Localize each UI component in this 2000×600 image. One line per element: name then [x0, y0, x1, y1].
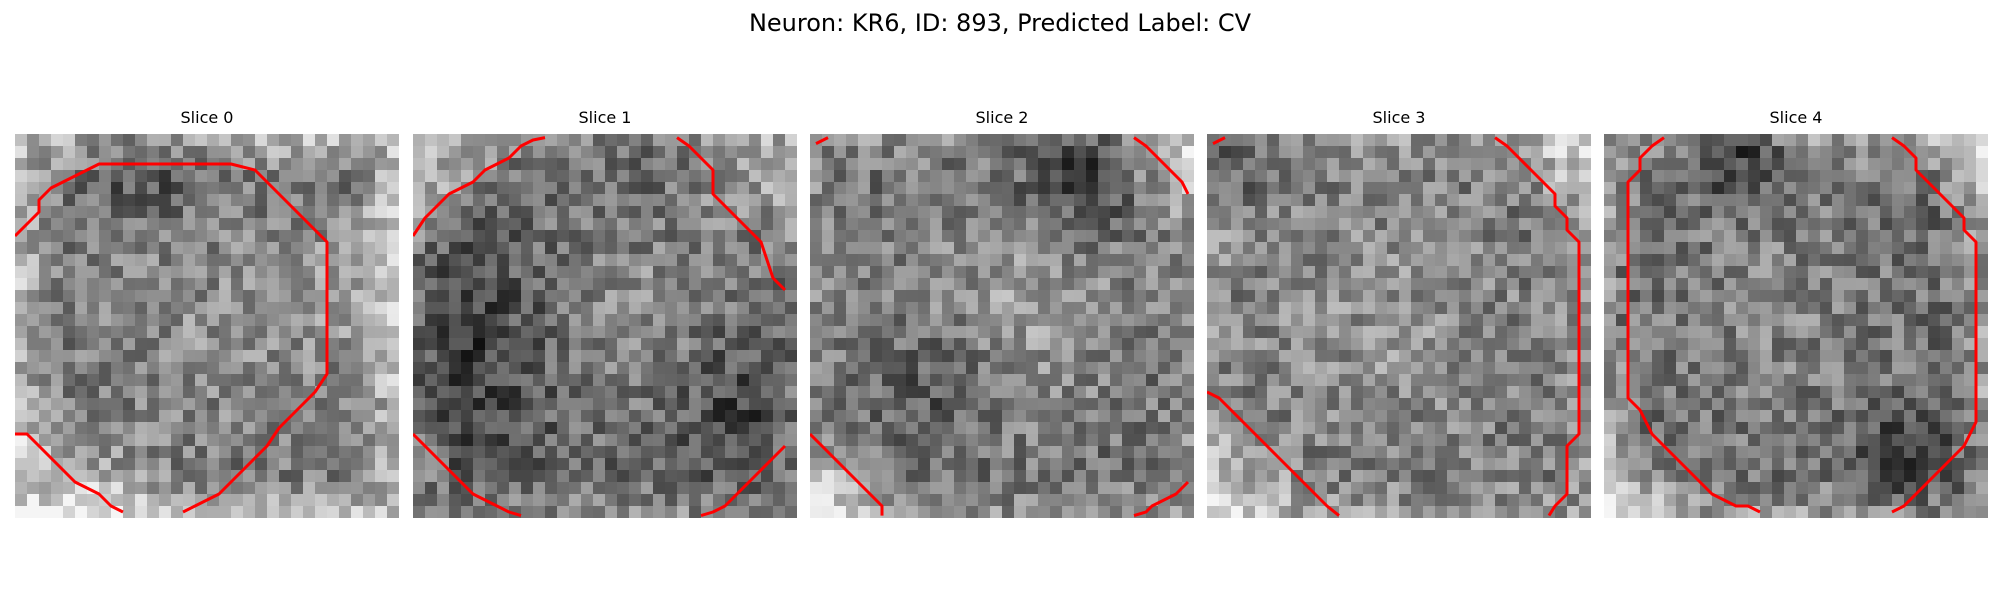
slice-title: Slice 4 — [1769, 108, 1823, 127]
pixel-grid — [413, 134, 797, 518]
slice-title: Slice 1 — [578, 108, 632, 127]
pixel-grid — [1207, 134, 1591, 518]
slice-image-4 — [1604, 134, 1988, 518]
slice-title: Slice 3 — [1372, 108, 1426, 127]
segmentation-contour — [15, 162, 329, 514]
segmentation-contour — [1891, 136, 1978, 514]
segmentation-contour — [1212, 136, 1226, 145]
slice-image-2 — [810, 134, 1194, 518]
segmentation-contour — [1133, 480, 1190, 518]
segmentation-contour — [1207, 390, 1340, 517]
segmentation-contour — [1626, 136, 1761, 514]
slice-title: Slice 2 — [975, 108, 1029, 127]
segmentation-contour — [1494, 136, 1581, 517]
slice-title: Slice 0 — [180, 108, 234, 127]
pixel-grid — [810, 134, 1194, 518]
slice-image-0 — [15, 134, 399, 518]
segmentation-contour — [700, 444, 787, 518]
segmentation-contour — [15, 432, 124, 514]
segmentation-contour — [810, 432, 884, 516]
slice-image-1 — [413, 134, 797, 518]
segmentation-contour — [413, 136, 546, 237]
segmentation-contour — [676, 136, 787, 292]
pixel-grid — [1604, 134, 1988, 518]
figure-title: Neuron: KR6, ID: 893, Predicted Label: C… — [748, 9, 1252, 37]
segmentation-contour — [815, 136, 829, 145]
segmentation-contour — [1133, 136, 1190, 195]
slice-image-3 — [1207, 134, 1591, 518]
segmentation-contour — [413, 432, 522, 518]
pixel-grid — [15, 134, 399, 518]
